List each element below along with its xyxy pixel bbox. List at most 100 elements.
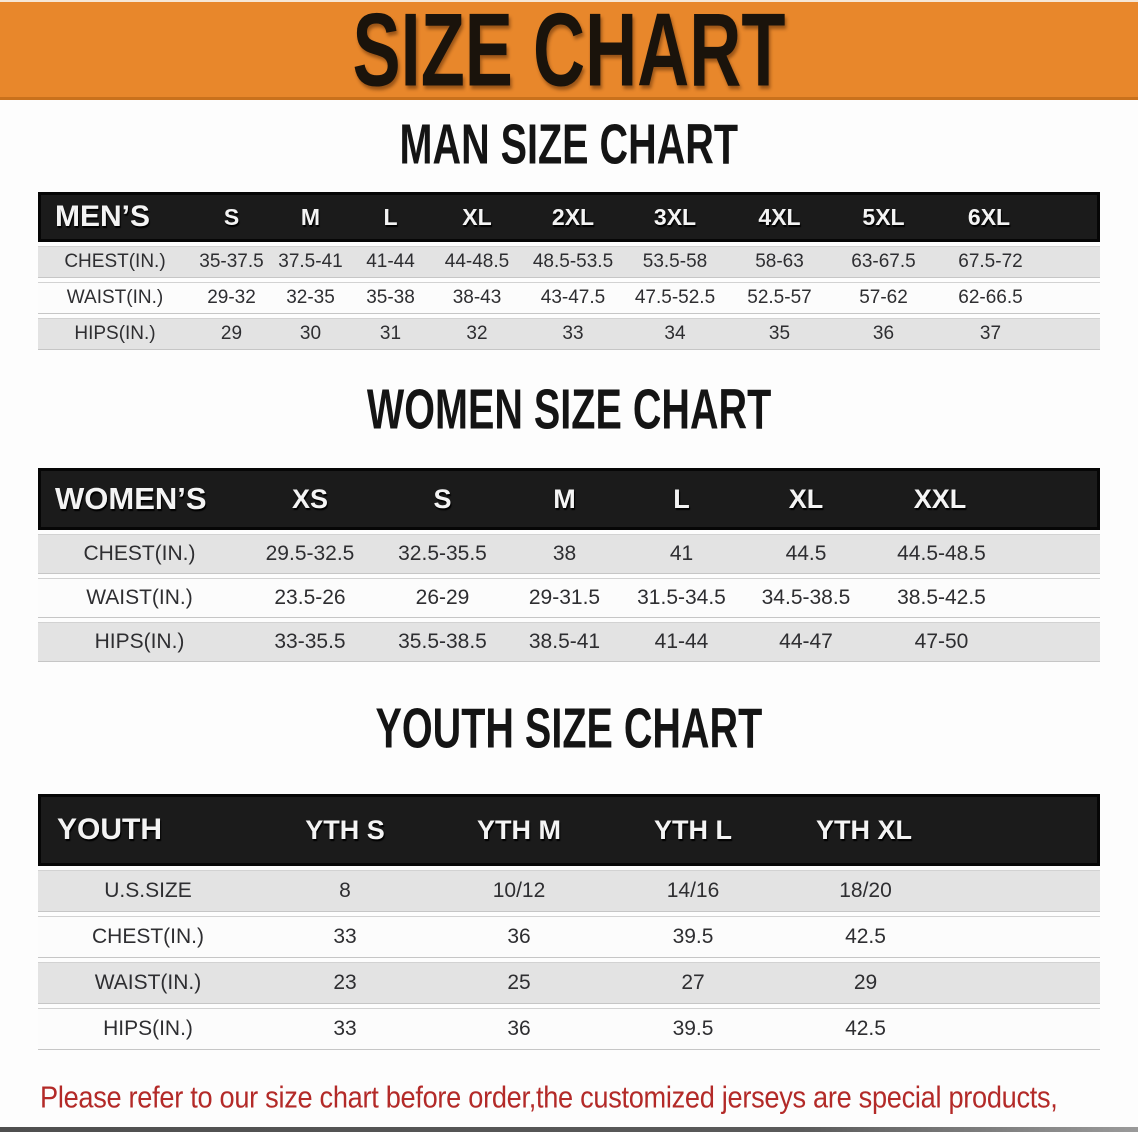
row-label: WAIST(IN.) (38, 282, 192, 314)
table-row: HIPS(IN.) 33-35.5 35.5-38.5 38.5-41 41-44 44-… (38, 622, 1100, 662)
value-cell: 38.5-41 (506, 622, 623, 662)
value-cell: 53.5-58 (623, 246, 727, 278)
value-cell: 41-44 (350, 246, 431, 278)
value-cell: 29-32 (192, 282, 271, 314)
size-header-cell: YTH M (432, 794, 606, 866)
value-cell: 35 (727, 318, 832, 350)
value-cell: 29-31.5 (506, 578, 623, 618)
value-cell: 27 (606, 962, 780, 1004)
size-chart-banner: SIZE CHART (0, 0, 1138, 107)
row-label: HIPS(IN.) (38, 622, 241, 662)
value-cell: 44.5 (740, 534, 872, 574)
value-cell: 35.5-38.5 (379, 622, 506, 662)
women-section-title-text: WOMEN SIZE CHART (366, 377, 772, 441)
value-cell: 34 (623, 318, 727, 350)
table-title-cell: MEN’S (38, 192, 192, 242)
size-header-cell: YTH S (258, 794, 432, 866)
value-cell: 47.5-52.5 (623, 282, 727, 314)
row-label: CHEST(IN.) (38, 916, 258, 958)
table-header-row: YOUTH YTH S YTH M YTH L YTH XL (38, 794, 1100, 866)
table-header-row: MEN’S S M L XL 2XL 3XL 4XL 5XL 6XL (38, 192, 1100, 242)
value-cell: 29.5-32.5 (241, 534, 379, 574)
size-header-cell: 4XL (727, 192, 832, 242)
value-cell: 8 (258, 870, 432, 912)
table-row: CHEST(IN.) 35-37.5 37.5-41 41-44 44-48.5 48.5… (38, 246, 1100, 278)
value-cell: 48.5-53.5 (523, 246, 623, 278)
size-header-cell: XL (431, 192, 523, 242)
men-size-table: MEN’S S M L XL 2XL 3XL 4XL 5XL 6XL CHEST(IN.) 35-37… (38, 188, 1100, 354)
value-cell: 52.5-57 (727, 282, 832, 314)
table-row: CHEST(IN.) 29.5-32.5 32.5-35.5 38 41 44.5 44.5… (38, 534, 1100, 574)
size-header-cell: 6XL (935, 192, 1100, 242)
row-label: CHEST(IN.) (38, 534, 241, 574)
value-cell: 57-62 (832, 282, 935, 314)
size-header-cell: 5XL (832, 192, 935, 242)
value-cell: 29 (780, 962, 1100, 1004)
value-cell: 36 (432, 916, 606, 958)
value-cell: 44-47 (740, 622, 872, 662)
table-row: HIPS(IN.) 29 30 31 32 33 34 35 36 37 (38, 318, 1100, 350)
size-header-cell: XS (241, 468, 379, 530)
value-cell: 35-37.5 (192, 246, 271, 278)
value-cell: 38.5-42.5 (872, 578, 1100, 618)
table-header-row: WOMEN’S XS S M L XL XXL (38, 468, 1100, 530)
value-cell: 33 (258, 916, 432, 958)
value-cell: 43-47.5 (523, 282, 623, 314)
men-section-title: MAN SIZE CHART (0, 100, 1138, 188)
value-cell: 58-63 (727, 246, 832, 278)
value-cell: 35-38 (350, 282, 431, 314)
order-disclaimer: Please refer to our size chart before or… (40, 1072, 1105, 1132)
size-header-cell: 2XL (523, 192, 623, 242)
men-section-title-text: MAN SIZE CHART (399, 112, 739, 176)
size-header-cell: S (379, 468, 506, 530)
value-cell: 31.5-34.5 (623, 578, 740, 618)
value-cell: 39.5 (606, 916, 780, 958)
value-cell: 37.5-41 (271, 246, 350, 278)
value-cell: 18/20 (780, 870, 1100, 912)
table-row: CHEST(IN.) 33 36 39.5 42.5 (38, 916, 1100, 958)
value-cell: 36 (432, 1008, 606, 1050)
value-cell: 25 (432, 962, 606, 1004)
value-cell: 41 (623, 534, 740, 574)
table-row: WAIST(IN.) 23.5-26 26-29 29-31.5 31.5-34.5 34… (38, 578, 1100, 618)
value-cell: 38-43 (431, 282, 523, 314)
value-cell: 44-48.5 (431, 246, 523, 278)
value-cell: 39.5 (606, 1008, 780, 1050)
size-header-cell: M (506, 468, 623, 530)
row-label: WAIST(IN.) (38, 578, 241, 618)
value-cell: 32 (431, 318, 523, 350)
row-label: HIPS(IN.) (38, 1008, 258, 1050)
value-cell: 29 (192, 318, 271, 350)
value-cell: 37 (935, 318, 1100, 350)
value-cell: 62-66.5 (935, 282, 1100, 314)
youth-section-title-text: YOUTH SIZE CHART (375, 696, 763, 760)
size-header-cell: L (350, 192, 431, 242)
value-cell: 36 (832, 318, 935, 350)
value-cell: 63-67.5 (832, 246, 935, 278)
value-cell: 32-35 (271, 282, 350, 314)
bottom-edge-strip (0, 1127, 1138, 1132)
value-cell: 42.5 (780, 916, 1100, 958)
table-row: WAIST(IN.) 29-32 32-35 35-38 38-43 43-47.5 47.… (38, 282, 1100, 314)
row-label: U.S.SIZE (38, 870, 258, 912)
table-row: HIPS(IN.) 33 36 39.5 42.5 (38, 1008, 1100, 1050)
size-header-cell: M (271, 192, 350, 242)
value-cell: 34.5-38.5 (740, 578, 872, 618)
value-cell: 42.5 (780, 1008, 1100, 1050)
size-header-cell: XL (740, 468, 872, 530)
disclaimer-line-1: Please refer to our size chart before or… (40, 1080, 1058, 1115)
row-label: WAIST(IN.) (38, 962, 258, 1004)
value-cell: 47-50 (872, 622, 1100, 662)
size-header-cell: 3XL (623, 192, 727, 242)
table-row: U.S.SIZE 8 10/12 14/16 18/20 (38, 870, 1100, 912)
youth-size-table: YOUTH YTH S YTH M YTH L YTH XL U.S.SIZE 8 10/12… (38, 790, 1100, 1054)
women-size-table: WOMEN’S XS S M L XL XXL CHEST(IN.) 29.5-32.5 32.5… (38, 464, 1100, 666)
table-title-cell: YOUTH (38, 794, 258, 866)
women-section-title: WOMEN SIZE CHART (0, 354, 1138, 464)
value-cell: 33 (258, 1008, 432, 1050)
youth-section-title: YOUTH SIZE CHART (0, 666, 1138, 790)
value-cell: 33 (523, 318, 623, 350)
value-cell: 10/12 (432, 870, 606, 912)
value-cell: 23.5-26 (241, 578, 379, 618)
value-cell: 38 (506, 534, 623, 574)
